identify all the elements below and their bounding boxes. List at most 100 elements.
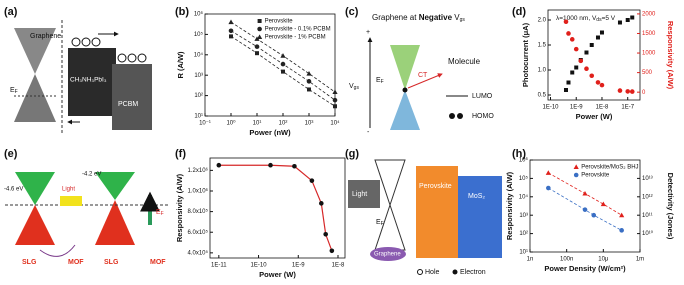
- arrow: [407, 73, 443, 89]
- marker: [563, 88, 568, 92]
- y-tick-label: 10³: [194, 73, 203, 79]
- label: EF: [376, 77, 384, 85]
- x-tick-label: 1m: [636, 257, 644, 263]
- marker: [574, 65, 579, 70]
- marker: [281, 69, 285, 74]
- marker: [546, 185, 551, 191]
- x-tick-label: 10μ: [598, 257, 609, 263]
- marker: [578, 58, 584, 64]
- label: SLG: [22, 259, 37, 266]
- marker: [600, 201, 606, 207]
- marker: [545, 170, 551, 175]
- x-tick-label: 10⁻¹: [199, 121, 211, 127]
- label: Hole: [425, 269, 440, 276]
- cone: [390, 90, 420, 130]
- annotation-part: ds: [596, 17, 602, 23]
- y-tick-label: 4.0x10⁵: [187, 249, 208, 256]
- marker: [599, 30, 604, 35]
- cone: [14, 28, 56, 74]
- y-tick-label: 10¹: [194, 114, 203, 120]
- label: MOF: [68, 259, 84, 266]
- marker: [268, 162, 273, 168]
- marker: [333, 104, 337, 109]
- dot: [449, 113, 455, 119]
- marker: [595, 35, 600, 40]
- y-tick-label: 1.0: [538, 68, 547, 74]
- marker: [573, 46, 579, 52]
- marker: [216, 162, 222, 168]
- x-axis-label: Power (W): [259, 270, 296, 279]
- label: EF: [10, 87, 18, 95]
- marker: [228, 19, 234, 25]
- panel-label: (a): [4, 6, 18, 18]
- diagram-a: Graphene EF CH₃NH₃PbI₃ PCBM: [10, 20, 152, 135]
- marker: [306, 70, 312, 76]
- label: MoS₂: [468, 193, 485, 200]
- cone: [390, 45, 420, 90]
- light-box: [348, 180, 380, 208]
- graphene-blob: [370, 247, 406, 261]
- marker: [329, 248, 335, 254]
- dot: [402, 87, 408, 93]
- x-tick-label: 1n: [527, 257, 534, 263]
- dot: [457, 113, 463, 119]
- label: -4.2 eV: [82, 172, 101, 178]
- legend-label: Perovskite: [581, 173, 610, 179]
- y2-tick-label: 0: [642, 90, 646, 96]
- x-tick-label: 1E-8: [596, 105, 609, 111]
- label: Graphene: [374, 252, 401, 258]
- marker: [619, 212, 625, 218]
- marker: [566, 31, 571, 36]
- marker: [563, 19, 569, 25]
- panel-label: (g): [345, 148, 359, 160]
- y-tick-label: 10⁵: [194, 31, 204, 38]
- marker: [591, 212, 597, 218]
- diagram-c: Graphene at Negative Vgs + - Vgs EF CT M…: [349, 13, 494, 136]
- x-tick-label: 1E-7: [621, 105, 634, 111]
- annotation-part: =5 V: [602, 15, 616, 22]
- electron-icon: [452, 269, 458, 275]
- y-tick-label: 10²: [519, 231, 528, 237]
- marker: [617, 88, 623, 93]
- y-axis-label: Responsivity (A/W): [175, 173, 184, 242]
- y-tick-label: 8.0x10⁵: [187, 208, 208, 215]
- x-tick-label: 10³: [305, 121, 314, 127]
- annotation-part: λ=1000 nm, V: [556, 15, 597, 22]
- plot-frame: [529, 159, 641, 253]
- legend-label: Perovskite: [265, 19, 294, 25]
- y2-tick-label: 2000: [642, 11, 656, 17]
- y-tick-label: 1.2x10⁶: [188, 167, 209, 174]
- electrons: [71, 37, 147, 63]
- marker: [599, 82, 605, 88]
- title: Graphene at Negative Vgs: [372, 13, 465, 23]
- diagram-e: -4.6 eV -4.2 eV Light EF SLG MOF SLG MOF: [4, 172, 170, 266]
- x-axis-label: Power (W): [576, 112, 613, 121]
- marker: [617, 20, 622, 25]
- cone: [95, 200, 135, 245]
- marker: [280, 53, 286, 58]
- annotation: λ=1000 nm, Vds=5 V: [556, 15, 616, 24]
- label: EF: [156, 209, 164, 217]
- marker: [582, 207, 588, 212]
- legend-label: Perovskite - 1% PCBM: [265, 35, 326, 41]
- panel-label: (h): [512, 148, 526, 160]
- panel-label: (c): [345, 6, 359, 18]
- marker: [589, 73, 595, 79]
- y-tick-label: 10³: [519, 213, 528, 219]
- y-tick-label: 10⁴: [519, 193, 529, 200]
- panel-label: (e): [4, 148, 18, 160]
- marker: [309, 178, 315, 183]
- marker: [570, 70, 575, 75]
- marker: [332, 89, 338, 95]
- x-axis-label: Power (nW): [249, 128, 291, 137]
- light-arrow: [60, 196, 82, 206]
- cone: [15, 205, 55, 245]
- hole-icon: [417, 269, 423, 275]
- x-tick-label: 10²: [279, 121, 288, 127]
- marker: [573, 172, 579, 178]
- y2-tick-label: 500: [642, 70, 653, 76]
- legend-label: Perovskite - 0.1% PCBM: [265, 27, 331, 33]
- label: Vgs: [349, 83, 359, 91]
- label: -: [367, 129, 370, 136]
